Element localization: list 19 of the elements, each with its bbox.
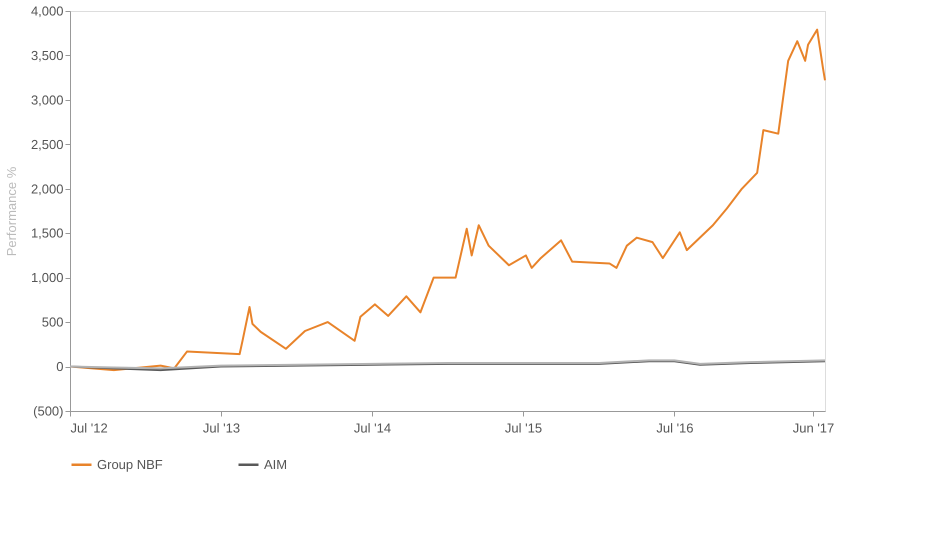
legend-label: Group NBF bbox=[97, 456, 163, 472]
y-tick-label: 0 bbox=[56, 359, 64, 374]
x-tick-label: Jul '16 bbox=[656, 420, 694, 436]
y-tick-label: 3,000 bbox=[30, 92, 64, 108]
x-tick-label: Jul '14 bbox=[354, 420, 392, 436]
y-tick-label: 4,000 bbox=[30, 4, 64, 18]
x-tick-label: Jun '17 bbox=[792, 420, 834, 436]
y-tick-label: 500 bbox=[42, 314, 64, 330]
y-tick-label: 2,500 bbox=[30, 136, 64, 152]
y-tick-label: 1,500 bbox=[30, 226, 64, 241]
x-tick-label: Jul '12 bbox=[70, 420, 108, 436]
y-tick-label: 2,000 bbox=[30, 181, 64, 196]
y-tick-label: 1,000 bbox=[30, 270, 64, 286]
y-tick-label: (500) bbox=[33, 404, 64, 418]
y-tick-label: 3,500 bbox=[30, 48, 64, 63]
x-tick-label: Jul '13 bbox=[202, 420, 240, 436]
x-tick-label: Jul '15 bbox=[504, 420, 542, 436]
legend-label: AIM bbox=[264, 456, 288, 472]
y-axis-title: Performance % bbox=[4, 166, 19, 256]
